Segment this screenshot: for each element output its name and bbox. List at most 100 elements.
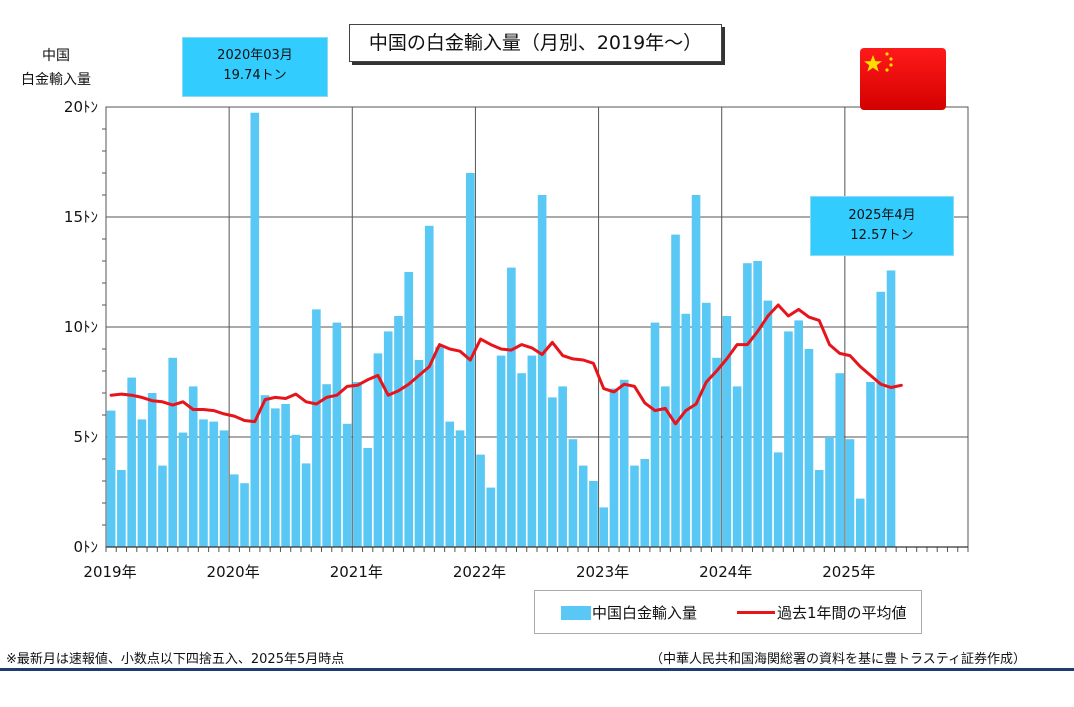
bar (332, 322, 342, 547)
bar (630, 465, 639, 547)
bar (271, 408, 280, 547)
bar (835, 373, 845, 547)
bar (763, 300, 773, 547)
bar (578, 465, 588, 547)
bottom-rule (0, 668, 1074, 671)
bar (219, 430, 229, 547)
annotation-2025-04-value: 12.57トン (850, 228, 914, 243)
bar (342, 423, 352, 547)
annotation-2020-03-value: 19.74トン (223, 68, 287, 83)
bar (855, 498, 865, 547)
x-tick-label: 2022年 (453, 563, 506, 581)
bar (250, 112, 260, 547)
legend-label-average: 過去1年間の平均値 (777, 604, 907, 622)
annotation-2020-03-date: 2020年03月 (217, 48, 293, 63)
x-tick-label: 2021年 (330, 563, 383, 581)
bar (886, 270, 896, 547)
bar (640, 459, 650, 547)
bar (435, 346, 444, 547)
bar (445, 421, 455, 547)
bar (507, 267, 516, 547)
china-flag-icon (860, 48, 946, 110)
x-tick-label: 2023年 (576, 563, 629, 581)
bar (845, 439, 855, 547)
y-tick-label: 15ﾄﾝ (64, 208, 98, 226)
y-axis-label-line-2: 白金輸入量 (21, 72, 91, 88)
bar (660, 386, 670, 547)
y-tick-label: 20ﾄﾝ (64, 98, 98, 116)
bar (548, 397, 557, 547)
average-line (109, 303, 903, 426)
bar (476, 454, 485, 547)
bar (722, 316, 732, 547)
y-tick-label: 0ﾄﾝ (73, 538, 98, 556)
bar (517, 373, 526, 547)
bar (712, 357, 721, 547)
bar (353, 382, 362, 547)
x-tick-label: 2020年 (207, 563, 260, 581)
bar (650, 322, 660, 547)
bar (137, 419, 147, 547)
bar (784, 331, 793, 547)
y-tick-label: 5ﾄﾝ (73, 428, 98, 446)
bar (106, 410, 116, 547)
bar (486, 487, 496, 547)
bar (240, 483, 249, 547)
bar (394, 316, 403, 547)
bar (681, 313, 691, 547)
bar (414, 360, 424, 547)
bar (773, 452, 783, 547)
bar (168, 357, 178, 547)
bar (455, 430, 465, 547)
bar (178, 432, 188, 547)
bar (301, 463, 311, 547)
bar (619, 379, 629, 547)
bar (589, 481, 598, 547)
bar (691, 195, 701, 547)
x-tick-label: 2025年 (822, 563, 875, 581)
bar (558, 386, 567, 547)
bar (322, 384, 331, 547)
legend-label-imports: 中国白金輸入量 (592, 604, 698, 622)
bar (825, 437, 834, 547)
y-axis-label: 中国 白金輸入量 (12, 44, 100, 92)
annotation-2025-04-date: 2025年4月 (848, 208, 916, 223)
bar (127, 377, 136, 547)
bar (281, 404, 290, 547)
annotation-2020-03: 2020年03月 19.74トン (182, 37, 328, 97)
bar (568, 439, 578, 547)
footnote-right: （中華人民共和国海関総署の資料を基に豊トラスティ証券作成） (650, 652, 1026, 667)
legend-swatch-line (737, 611, 775, 614)
bar (527, 355, 537, 547)
bar (876, 291, 886, 547)
bar (609, 388, 619, 547)
bar (599, 507, 609, 547)
bar (291, 434, 301, 547)
bar (312, 309, 321, 547)
y-axis-label-line-1: 中国 (42, 48, 70, 64)
bar (404, 272, 414, 547)
y-tick-label: 10ﾄﾝ (64, 318, 98, 336)
bar (866, 382, 875, 547)
bar (814, 470, 824, 547)
footnote-left: ※最新月は速報値、小数点以下四捨五入、2025年5月時点 (6, 652, 345, 667)
bar (209, 421, 219, 547)
legend: 中国白金輸入量 過去1年間の平均値 (534, 590, 922, 634)
bar (158, 465, 167, 547)
annotation-2025-04: 2025年4月 12.57トン (810, 196, 954, 256)
bar (383, 331, 393, 547)
bar (496, 355, 506, 547)
legend-swatch-bar (561, 606, 591, 620)
bar (260, 395, 270, 547)
x-tick-label: 2019年 (83, 563, 136, 581)
bar (117, 470, 126, 547)
bar (147, 393, 157, 547)
bar (804, 349, 814, 547)
bar (199, 419, 208, 547)
bar (229, 474, 239, 547)
bar (732, 386, 742, 547)
bar (537, 195, 547, 547)
bar (363, 448, 372, 547)
bar (743, 263, 752, 547)
